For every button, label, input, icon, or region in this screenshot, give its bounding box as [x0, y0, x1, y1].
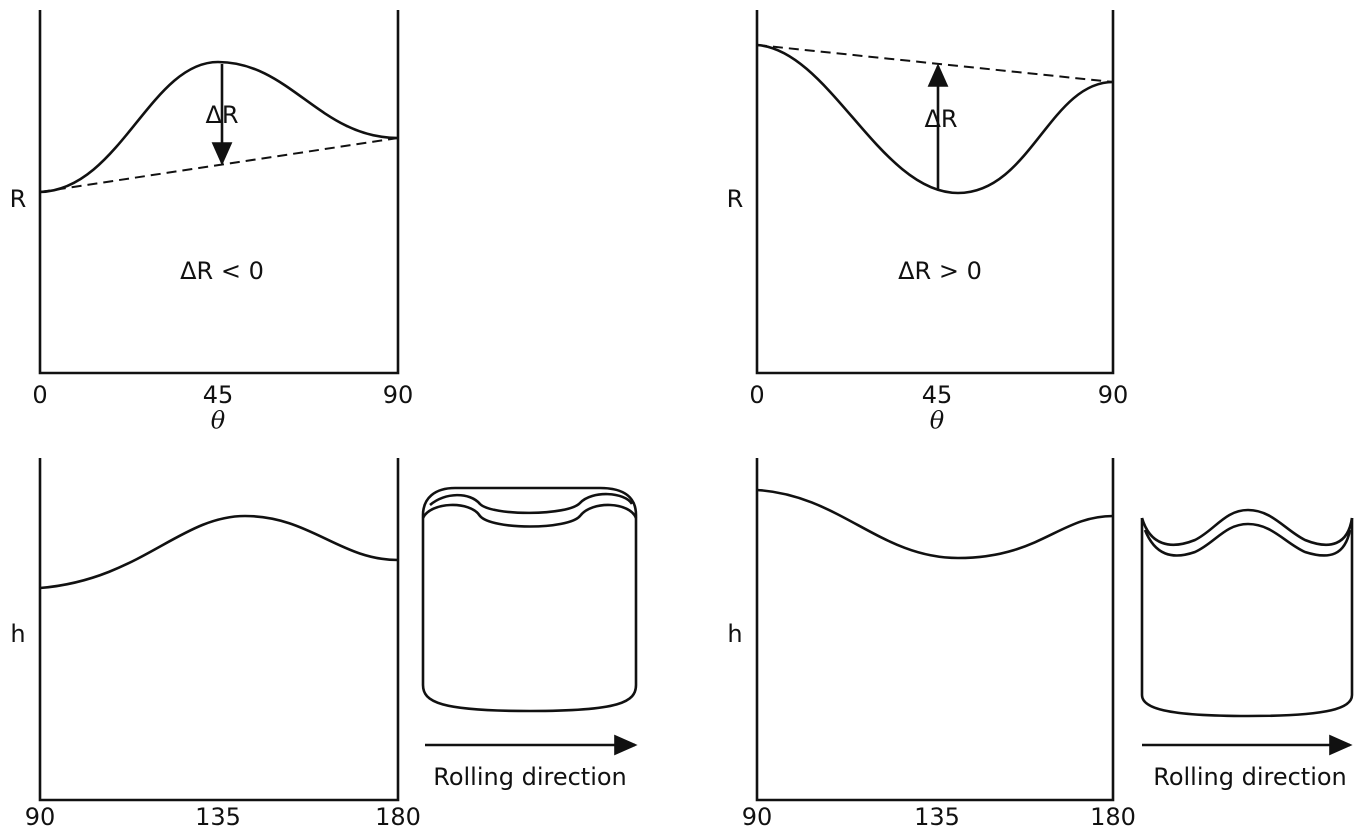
x-tick-label: 90 [1098, 381, 1129, 409]
condition: ΔR > 0 [898, 257, 982, 285]
ear-profile [1140, 508, 1354, 547]
x-tick-label: 0 [749, 381, 764, 409]
y-label: h [10, 620, 25, 648]
dashed-line [756, 44, 1114, 83]
panel-top-right: ΔR ΔR > 0 R 0 45 90 θ [727, 10, 1129, 435]
x-label: θ [211, 407, 226, 435]
y-label: h [727, 620, 742, 648]
x-tick-label: 45 [203, 381, 234, 409]
axes [755, 10, 1115, 375]
axes [755, 458, 1115, 802]
x-label: θ [930, 407, 945, 435]
specimen-outline [421, 486, 638, 713]
x-tick-label: 180 [1090, 803, 1136, 831]
x-tick-label: 0 [32, 381, 47, 409]
dashed-line [39, 137, 399, 193]
curve [39, 514, 399, 590]
panel-bottom-left: h Rolling direction 90 135 180 [10, 458, 638, 831]
x-tick-label: 90 [742, 803, 773, 831]
x-tick-label: 180 [375, 803, 421, 831]
ear-profile [1143, 522, 1352, 557]
specimen-outline [1140, 518, 1354, 718]
x-tick-label: 90 [25, 803, 56, 831]
y-label: R [10, 185, 27, 213]
x-tick-label: 135 [914, 803, 960, 831]
curve [756, 488, 1114, 560]
ear-profile [429, 492, 634, 515]
delta-label: ΔR [924, 105, 957, 133]
condition: ΔR < 0 [180, 257, 264, 285]
x-tick-label: 135 [195, 803, 241, 831]
axes [38, 10, 400, 375]
curve [756, 43, 1114, 195]
direction-label: Rolling direction [433, 763, 627, 791]
panel-top-left: ΔR ΔR < 0 R 0 45 90 θ [10, 10, 414, 435]
y-label: R [727, 185, 744, 213]
x-tick-label: 45 [922, 381, 953, 409]
curve [39, 60, 399, 194]
ear-profile [421, 503, 638, 528]
panel-bottom-right: h Rolling direction 90 135 180 [727, 458, 1354, 831]
x-tick-label: 90 [383, 381, 414, 409]
axes [38, 458, 400, 802]
delta-label: ΔR [205, 101, 238, 129]
direction-label: Rolling direction [1153, 763, 1347, 791]
